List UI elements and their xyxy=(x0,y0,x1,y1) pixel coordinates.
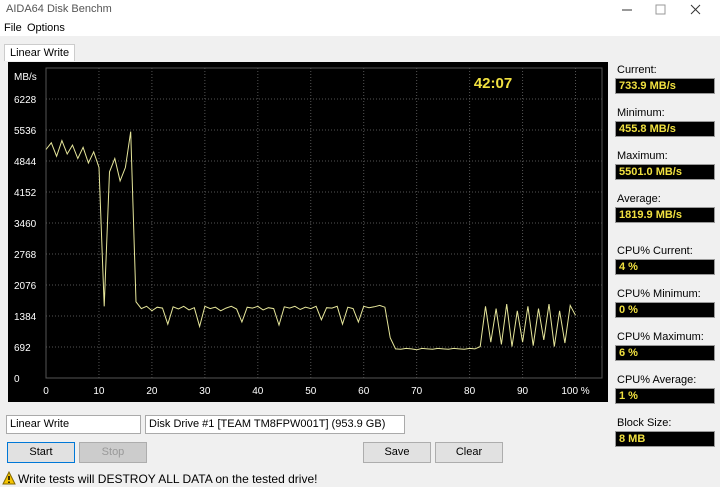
x-tick-label: 10 xyxy=(93,386,105,397)
stat-value: 5501.0 MB/s xyxy=(615,164,715,180)
y-tick-label: 6228 xyxy=(14,95,37,106)
stat-value: 4 % xyxy=(615,259,715,275)
stat-label: CPU% Minimum: xyxy=(617,288,701,300)
y-tick-label: 2076 xyxy=(14,281,37,292)
elapsed-time: 42:07 xyxy=(474,75,512,92)
stat-label: Minimum: xyxy=(617,107,665,119)
warning-icon xyxy=(2,471,16,485)
title-bar xyxy=(0,0,720,20)
drive-select[interactable]: Disk Drive #1 [TEAM TM8FPW001T] (953.9 G… xyxy=(145,415,405,434)
y-tick-label: 692 xyxy=(14,343,31,354)
y-tick-label: 3460 xyxy=(14,219,37,230)
test-select[interactable]: Linear Write xyxy=(6,415,141,434)
x-tick-label: 20 xyxy=(146,386,158,397)
x-tick-label: 80 xyxy=(464,386,476,397)
stat-label: Average: xyxy=(617,193,661,205)
x-tick-label: 0 xyxy=(43,386,49,397)
y-tick-label: 2768 xyxy=(14,250,37,261)
x-tick-label: 70 xyxy=(411,386,423,397)
y-tick-label: 0 xyxy=(14,374,20,385)
chart-background xyxy=(8,62,608,402)
x-tick-label: 60 xyxy=(358,386,370,397)
stat-value: 8 MB xyxy=(615,431,715,447)
stat-value: 0 % xyxy=(615,302,715,318)
x-tick-label: 50 xyxy=(305,386,317,397)
y-axis-label: MB/s xyxy=(14,72,37,83)
tab[interactable]: Linear Write xyxy=(4,44,76,61)
y-tick-label: 4152 xyxy=(14,188,37,199)
window-title: AIDA64 Disk Benchm xyxy=(6,3,112,15)
x-tick-label: 90 xyxy=(517,386,529,397)
y-tick-label: 1384 xyxy=(14,312,37,323)
stat-label: CPU% Maximum: xyxy=(617,331,704,343)
stat-value: 455.8 MB/s xyxy=(615,121,715,137)
stat-label: CPU% Current: xyxy=(617,245,693,257)
y-tick-label: 4844 xyxy=(14,157,37,168)
stat-label: Current: xyxy=(617,64,657,76)
stat-label: Block Size: xyxy=(617,417,672,429)
menu-item[interactable]: Options xyxy=(27,22,65,34)
stat-label: CPU% Average: xyxy=(617,374,697,386)
y-tick-label: 5536 xyxy=(14,126,37,137)
save-button[interactable]: Save xyxy=(363,442,431,463)
stat-value: 1819.9 MB/s xyxy=(615,207,715,223)
stat-label: Maximum: xyxy=(617,150,668,162)
chart: 0 692 1384 2076 2768 3460 4152 4844 5536 6228 0 10 2… xyxy=(8,62,608,402)
x-tick-label: 40 xyxy=(252,386,264,397)
menu-bar xyxy=(0,20,720,36)
start-button[interactable]: Start xyxy=(7,442,75,463)
stat-value: 1 % xyxy=(615,388,715,404)
stat-value: 733.9 MB/s xyxy=(615,78,715,94)
x-tick-label: 100 % xyxy=(561,386,589,397)
clear-button[interactable]: Clear xyxy=(435,442,503,463)
stat-value: 6 % xyxy=(615,345,715,361)
menu-item[interactable]: File xyxy=(4,22,22,34)
status-text: Write tests will DESTROY ALL DATA on the… xyxy=(18,472,318,486)
window-controls[interactable] xyxy=(600,0,720,20)
stop-button[interactable]: Stop xyxy=(79,442,147,463)
data-line xyxy=(45,131,576,351)
x-tick-label: 30 xyxy=(199,386,211,397)
